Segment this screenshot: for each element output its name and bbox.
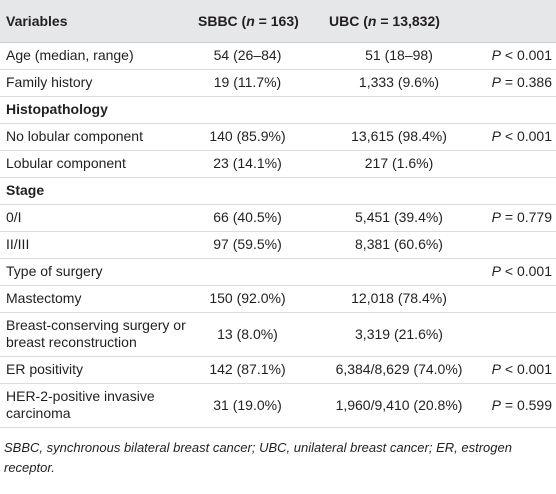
- row-label: Type of surgery: [0, 258, 195, 286]
- header-cell: UBC (n = 13,832): [300, 0, 478, 43]
- p-value: = 0.779: [501, 209, 552, 225]
- row-label: ER positivity: [0, 356, 195, 384]
- ubc-cell: 12,018 (78.4%): [300, 285, 478, 313]
- data-row: 0/I 66 (40.5%) 5,451 (39.4%) P = 0.779: [0, 204, 556, 232]
- section-label: Stage: [0, 177, 556, 205]
- ubc-cell: [300, 258, 478, 286]
- p-value-cell: P < 0.001: [478, 258, 556, 286]
- table-body: Age (median, range) 54 (26–84) 51 (18–98) P…: [0, 42, 556, 428]
- p-value: = 0.386: [501, 74, 552, 90]
- p-value-cell: [478, 285, 556, 313]
- header-text: Variables: [6, 12, 68, 29]
- sbbc-cell: [195, 258, 300, 286]
- p-value: < 0.001: [501, 263, 552, 279]
- data-row: Breast-conserving surgery or breast reco…: [0, 312, 556, 357]
- data-row: Mastectomy 150 (92.0%) 12,018 (78.4%): [0, 285, 556, 313]
- p-value-cell: P = 0.386: [478, 69, 556, 97]
- p-value-cell: P < 0.001: [478, 356, 556, 384]
- p-symbol: P: [491, 396, 501, 413]
- data-row: ER positivity 142 (87.1%) 6,384/8,629 (74.…: [0, 356, 556, 384]
- p-value: = 0.599: [501, 396, 552, 413]
- ubc-cell: 1,333 (9.6%): [300, 69, 478, 97]
- p-value: < 0.001: [501, 361, 552, 377]
- p-value-cell: P = 0.779: [478, 204, 556, 232]
- p-value-cell: [478, 312, 556, 357]
- sbbc-cell: 140 (85.9%): [195, 123, 300, 151]
- p-value-cell: P = 0.599: [478, 383, 556, 428]
- section-row: Stage: [0, 177, 556, 205]
- ubc-cell: 51 (18–98): [300, 42, 478, 70]
- data-row: II/III 97 (59.5%) 8,381 (60.6%): [0, 231, 556, 259]
- sbbc-cell: 150 (92.0%): [195, 285, 300, 313]
- row-label: No lobular component: [0, 123, 195, 151]
- row-label: Lobular component: [0, 150, 195, 178]
- ubc-cell: 6,384/8,629 (74.0%): [300, 356, 478, 384]
- sbbc-cell: 54 (26–84): [195, 42, 300, 70]
- p-symbol: P: [491, 74, 501, 90]
- p-value-cell: P < 0.001: [478, 42, 556, 70]
- ubc-cell: 5,451 (39.4%): [300, 204, 478, 232]
- header-text: n: [367, 12, 377, 29]
- row-label: HER-2-positive invasive carcinoma: [0, 383, 195, 428]
- sbbc-cell: 13 (8.0%): [195, 312, 300, 357]
- ubc-cell: 13,615 (98.4%): [300, 123, 478, 151]
- header-text: UBC (: [329, 12, 368, 29]
- header-cell: SBBC (n = 163): [195, 0, 300, 43]
- row-label: Breast-conserving surgery or breast reco…: [0, 312, 195, 357]
- header-text: = 13,832): [376, 12, 440, 29]
- p-value: < 0.001: [501, 47, 552, 63]
- data-row: HER-2-positive invasive carcinoma 31 (19.…: [0, 383, 556, 428]
- data-row: No lobular component 140 (85.9%) 13,615 (9…: [0, 123, 556, 151]
- sbbc-cell: 19 (11.7%): [195, 69, 300, 97]
- header-text: n: [246, 12, 255, 29]
- header-row: Variables SBBC (n = 163) UBC (n = 13,832): [0, 0, 556, 43]
- section-row: Histopathology: [0, 96, 556, 124]
- data-row: Lobular component 23 (14.1%) 217 (1.6%): [0, 150, 556, 178]
- data-row: Family history 19 (11.7%) 1,333 (9.6%) P = …: [0, 69, 556, 97]
- ubc-cell: 1,960/9,410 (20.8%): [300, 383, 478, 428]
- row-label: Mastectomy: [0, 285, 195, 313]
- p-symbol: P: [491, 209, 501, 225]
- sbbc-cell: 23 (14.1%): [195, 150, 300, 178]
- sbbc-cell: 97 (59.5%): [195, 231, 300, 259]
- row-label: 0/I: [0, 204, 195, 232]
- p-symbol: P: [491, 361, 501, 377]
- p-value: < 0.001: [501, 128, 552, 144]
- p-value-cell: P < 0.001: [478, 123, 556, 151]
- header-cell: [478, 0, 556, 43]
- sbbc-cell: 66 (40.5%): [195, 204, 300, 232]
- ubc-cell: 8,381 (60.6%): [300, 231, 478, 259]
- footnote: SBBC, synchronous bilateral breast cance…: [4, 440, 512, 475]
- sbbc-cell: 142 (87.1%): [195, 356, 300, 384]
- data-row: Type of surgery P < 0.001: [0, 258, 556, 286]
- data-row: Age (median, range) 54 (26–84) 51 (18–98) P…: [0, 42, 556, 70]
- p-symbol: P: [491, 263, 501, 279]
- p-value-cell: [478, 150, 556, 178]
- header-text: SBBC (: [198, 12, 247, 29]
- row-label: Family history: [0, 69, 195, 97]
- row-label: Age (median, range): [0, 42, 195, 70]
- ubc-cell: 217 (1.6%): [300, 150, 478, 178]
- p-value-cell: [478, 231, 556, 259]
- p-symbol: P: [491, 128, 501, 144]
- header-text: = 163): [254, 12, 299, 29]
- row-label: II/III: [0, 231, 195, 259]
- sbbc-cell: 31 (19.0%): [195, 383, 300, 428]
- section-label: Histopathology: [0, 96, 556, 124]
- data-table: Variables SBBC (n = 163) UBC (n = 13,832) …: [0, 0, 556, 428]
- ubc-cell: 3,319 (21.6%): [300, 312, 478, 357]
- header-cell: Variables: [0, 0, 195, 43]
- p-symbol: P: [491, 47, 501, 63]
